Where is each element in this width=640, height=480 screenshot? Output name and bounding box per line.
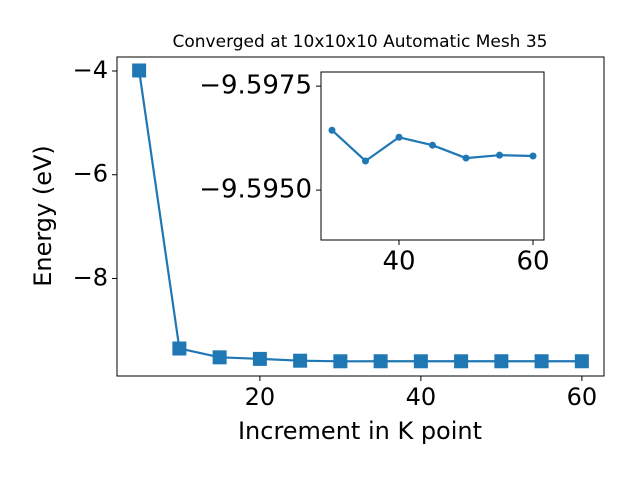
y-axis-label: Energy (eV) [29, 145, 57, 287]
marker [574, 354, 589, 369]
x-tick-label: 40 [406, 383, 437, 411]
marker [529, 152, 537, 160]
marker [333, 354, 348, 369]
marker [212, 350, 227, 365]
marker [172, 341, 187, 356]
y-tick-label: −9.5975 [199, 71, 312, 101]
marker [373, 354, 388, 369]
marker [413, 354, 428, 369]
marker [252, 351, 267, 366]
x-tick-label: 60 [516, 247, 549, 277]
y-tick-label: −8 [73, 263, 108, 291]
marker [395, 133, 403, 141]
marker [534, 354, 549, 369]
marker [132, 63, 147, 78]
marker [454, 354, 469, 369]
x-tick-label: 20 [245, 383, 276, 411]
y-tick-label: −4 [73, 56, 108, 84]
marker [293, 353, 308, 368]
y-tick-label: −9.5950 [199, 175, 312, 205]
marker [328, 126, 336, 134]
marker [429, 141, 436, 149]
x-tick-label: 40 [382, 247, 415, 277]
x-tick-label: 60 [567, 383, 598, 411]
chart-title: Converged at 10x10x10 Automatic Mesh 35 [173, 32, 548, 52]
x-axis-label: Increment in K point [238, 417, 482, 445]
y-tick-label: −6 [73, 160, 108, 188]
marker [494, 354, 509, 369]
marker [496, 151, 504, 159]
marker [462, 154, 470, 162]
marker [361, 157, 369, 165]
